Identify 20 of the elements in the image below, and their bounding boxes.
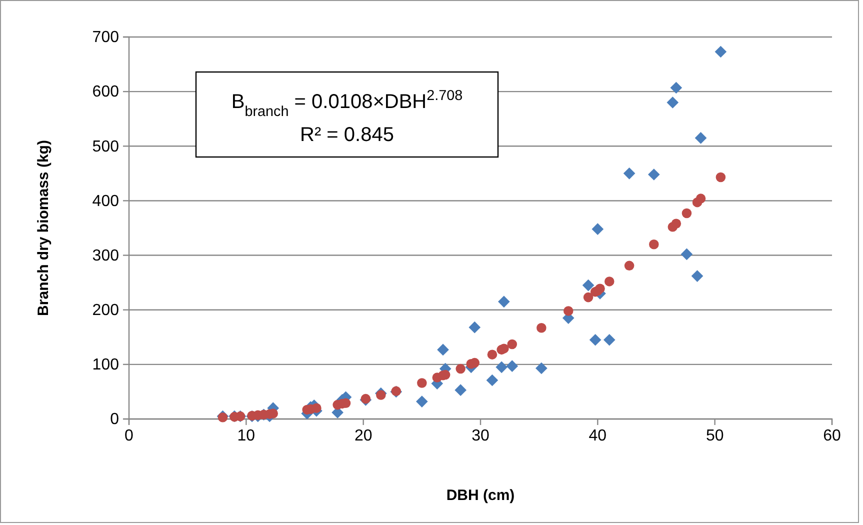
- x-tick-label: 0: [124, 427, 134, 444]
- y-tick-label: 0: [110, 411, 120, 428]
- annotation: B$_{branch}$ = 0.0108×DBH$^{2.708}$: [231, 88, 463, 120]
- x-tick-label: 60: [823, 427, 841, 444]
- y-tick-label: 400: [92, 192, 120, 210]
- y-tick-label: 200: [92, 302, 120, 319]
- x-tick-label: 40: [588, 427, 607, 444]
- x-axis-title: DBH (cm): [446, 487, 515, 504]
- y-tick-label: 100: [92, 356, 120, 374]
- x-tick-label: 50: [706, 427, 724, 444]
- annotation: R² = 0.845: [300, 124, 394, 146]
- x-tick-label: 20: [354, 427, 372, 444]
- y-axis-title: Branch dry biomass (kg): [35, 140, 52, 316]
- y-tick-label: 500: [92, 138, 120, 156]
- y-tick-label: 300: [92, 247, 120, 264]
- equation-box: B$_{branch}$ = 0.0108×DBH$^{2.708}$ R² = 0.845: [195, 71, 499, 158]
- y-tick-label: 600: [92, 84, 120, 101]
- x-tick-label: 10: [237, 427, 256, 444]
- y-tick-label: 700: [92, 29, 120, 46]
- x-tick-label: 30: [472, 427, 490, 444]
